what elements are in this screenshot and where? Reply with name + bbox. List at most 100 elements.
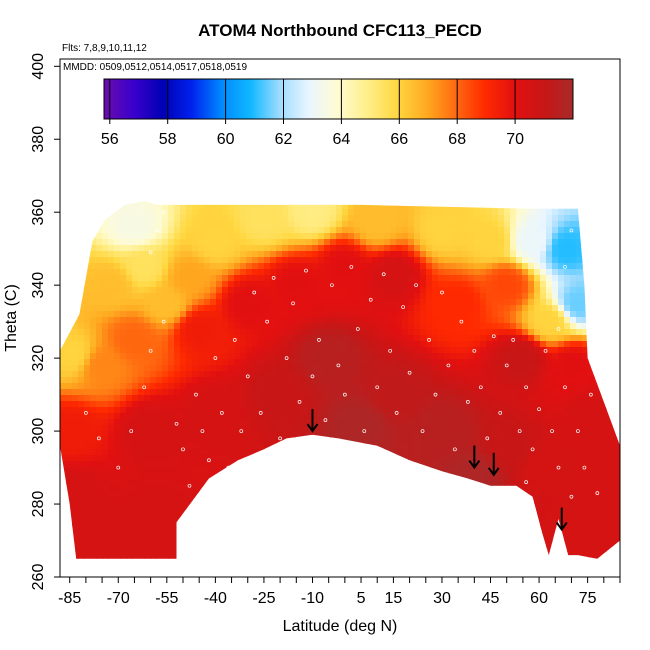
heat-cell [390, 221, 397, 228]
heat-cell [474, 269, 481, 276]
heat-cell [438, 329, 445, 336]
heat-cell [228, 287, 235, 294]
heat-cell [534, 293, 541, 300]
heat-cell [510, 269, 517, 276]
heat-cell [282, 251, 289, 258]
heat-cell [288, 299, 295, 306]
heat-cell [144, 251, 151, 258]
heat-cell [426, 191, 433, 198]
heat-cell [282, 149, 289, 156]
heat-cell [612, 221, 619, 228]
heat-cell [576, 341, 583, 348]
heat-cell [198, 173, 205, 180]
heat-cell [606, 215, 613, 222]
heat-cell [480, 281, 487, 288]
heat-cell [372, 263, 379, 270]
heat-cell [330, 59, 337, 66]
heat-cell [348, 167, 355, 174]
heat-cell [102, 263, 109, 270]
heat-cell [618, 185, 625, 192]
heat-cell [210, 359, 217, 366]
heat-cell [534, 317, 541, 324]
heat-cell [258, 143, 265, 150]
heat-cell [450, 311, 457, 318]
heat-cell [564, 59, 571, 66]
heat-cell [300, 341, 307, 348]
heat-cell [582, 269, 589, 276]
heat-cell [390, 347, 397, 354]
heat-cell [540, 59, 547, 66]
heat-cell [558, 125, 565, 132]
heat-cell [288, 59, 295, 66]
heat-cell [378, 263, 385, 270]
heat-cell [162, 293, 169, 300]
heat-cell [474, 227, 481, 234]
heat-cell [204, 239, 211, 246]
heat-cell [342, 233, 349, 240]
heat-cell [144, 221, 151, 228]
heat-cell [204, 257, 211, 264]
heat-cell [492, 311, 499, 318]
heat-cell [540, 125, 547, 132]
heat-cell [348, 215, 355, 222]
heat-cell [324, 305, 331, 312]
heat-cell [606, 299, 613, 306]
heat-cell [234, 233, 241, 240]
heat-cell [558, 281, 565, 288]
heat-cell [456, 299, 463, 306]
heat-cell [324, 329, 331, 336]
heat-cell [516, 257, 523, 264]
heat-cell [486, 65, 493, 72]
heat-cell [138, 359, 145, 366]
heat-cell [606, 287, 613, 294]
heat-cell [426, 347, 433, 354]
heat-cell [324, 263, 331, 270]
heat-cell [564, 299, 571, 306]
heat-cell [462, 227, 469, 234]
heat-cell [336, 233, 343, 240]
heat-cell [396, 275, 403, 282]
heat-cell [402, 65, 409, 72]
heat-cell [528, 341, 535, 348]
heat-cell [390, 149, 397, 156]
heat-cell [336, 299, 343, 306]
heat-cell [516, 119, 523, 126]
heat-cell [324, 293, 331, 300]
heat-cell [84, 101, 91, 108]
heat-cell [444, 155, 451, 162]
heat-cell [306, 359, 313, 366]
heat-cell [606, 89, 613, 96]
heat-cell [114, 311, 121, 318]
heat-cell [576, 119, 583, 126]
heat-cell [390, 167, 397, 174]
heat-cell [120, 201, 127, 204]
heat-cell [402, 347, 409, 354]
heat-cell [618, 155, 625, 162]
heat-cell [378, 143, 385, 150]
heat-cell [402, 299, 409, 306]
heat-cell [96, 95, 103, 102]
heat-cell [258, 305, 265, 312]
heat-cell [168, 191, 175, 198]
heat-cell [294, 341, 301, 348]
heat-cell [192, 209, 199, 216]
heat-cell [366, 329, 373, 336]
heat-cell [618, 59, 625, 66]
heat-cell [150, 233, 157, 240]
heat-cell [96, 191, 103, 198]
heat-cell [582, 77, 589, 84]
heat-cell [126, 305, 133, 312]
heat-cell [192, 341, 199, 348]
heat-cell [468, 305, 475, 312]
heat-cell [462, 203, 469, 210]
heat-cell [582, 323, 589, 330]
heat-cell [420, 155, 427, 162]
heat-cell [90, 131, 97, 138]
heat-cell [564, 185, 571, 192]
heat-cell [576, 113, 583, 120]
heat-cell [420, 137, 427, 144]
heat-cell [102, 173, 109, 180]
heat-cell [270, 275, 277, 282]
heat-cell [480, 209, 487, 216]
heat-cell [606, 161, 613, 168]
